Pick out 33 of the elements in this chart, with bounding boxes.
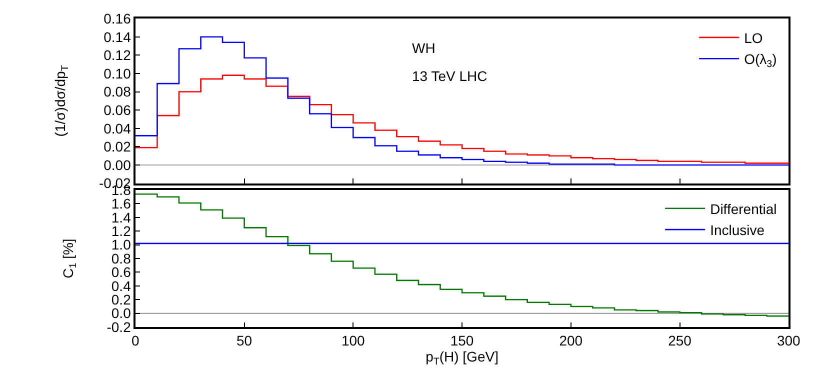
x-axis-title: p$_{T}$(H) [GeV]: [426, 348, 498, 368]
y-tick-label: 0.04: [104, 120, 132, 136]
y-tick-label: 0.2: [111, 292, 132, 308]
legend-label: Differential: [710, 200, 777, 217]
y-tick-label: 1.6: [111, 196, 132, 212]
x-tick-label: 250: [668, 332, 692, 349]
y-tick-label: 0.14: [104, 28, 132, 45]
annotation: WH: [412, 40, 436, 56]
x-tick-label: 200: [559, 332, 583, 349]
legend-label: LO: [744, 30, 763, 46]
x-tick-label: 150: [450, 332, 474, 349]
y-tick-label: 0.00: [104, 156, 132, 173]
y-tick-label: 1.0: [111, 236, 132, 253]
y-tick-label: 0.4: [111, 278, 132, 294]
y-tick-label: 0.0: [111, 305, 132, 322]
y-tick-label: 0.02: [104, 138, 132, 155]
y-tick-label: 0.06: [104, 102, 132, 118]
annotation: 13 TeV LHC: [412, 68, 488, 84]
legend-label: O(λ$_{3}$): [744, 51, 777, 70]
y-tick-label: 0.08: [104, 84, 132, 100]
y-tick-label: -0.2: [106, 318, 132, 335]
x-tick-label: 0: [132, 332, 140, 349]
x-tick-label: 100: [341, 332, 366, 349]
y-tick-label: 1.4: [111, 209, 132, 226]
y-tick-label: 0.10: [104, 65, 132, 82]
y-tick-label: 0.12: [104, 47, 132, 64]
y-tick-label: 0.8: [111, 250, 132, 266]
legend-label: Inclusive: [710, 222, 765, 238]
x-tick-label: 300: [776, 332, 801, 349]
y-tick-label: 1.2: [111, 223, 132, 240]
y-tick-label: 0.6: [111, 264, 132, 280]
x-tick-label: 50: [236, 332, 252, 349]
y-tick-label: 0.16: [104, 10, 132, 26]
